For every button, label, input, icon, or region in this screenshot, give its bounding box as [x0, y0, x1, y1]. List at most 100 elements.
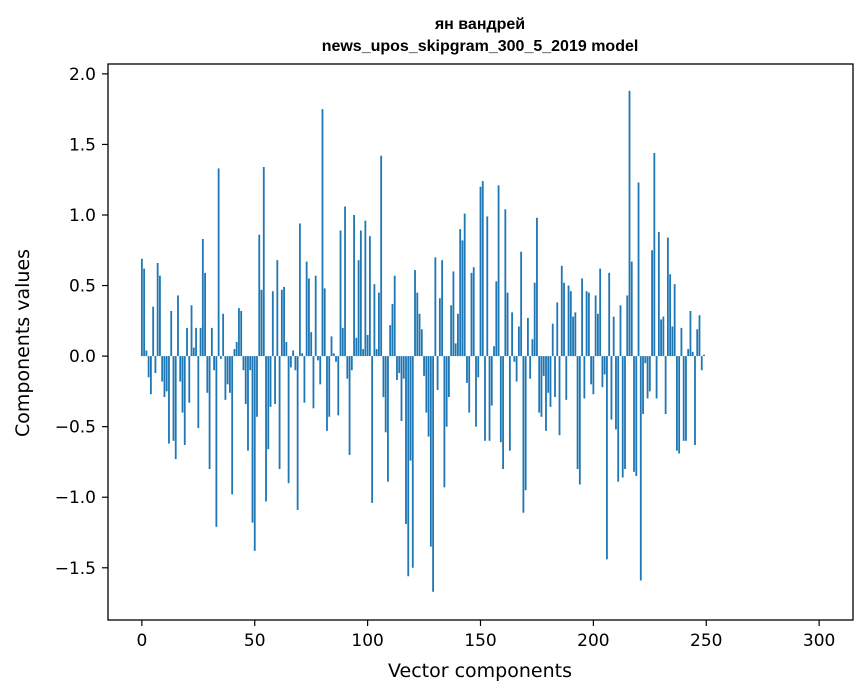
bar: [581, 278, 583, 357]
bar: [432, 356, 434, 592]
bar: [666, 237, 669, 357]
bar: [265, 356, 267, 502]
bar: [319, 356, 322, 385]
bar: [547, 356, 550, 393]
bar: [499, 356, 502, 443]
x-tick-label: 300: [803, 631, 835, 651]
bar: [210, 327, 213, 357]
bar: [328, 356, 331, 417]
bar: [188, 356, 191, 403]
bar: [346, 356, 349, 379]
bar: [685, 356, 687, 441]
bar: [569, 291, 572, 357]
bar: [572, 316, 574, 357]
bar: [639, 356, 642, 581]
bar: [542, 356, 545, 376]
bar: [594, 295, 597, 357]
bar: [689, 310, 692, 357]
bar: [423, 356, 425, 376]
bar: [260, 289, 263, 357]
bar: [253, 356, 256, 551]
x-tick-label: 150: [464, 631, 496, 651]
bar: [680, 327, 683, 357]
bar: [147, 356, 150, 378]
bar: [149, 356, 152, 395]
bar: [224, 356, 227, 400]
x-tick-label: 50: [244, 631, 266, 651]
bar: [312, 356, 315, 409]
bar: [226, 356, 229, 385]
bar: [256, 356, 258, 417]
y-tick-label: 2.0: [69, 65, 96, 85]
bar: [585, 291, 588, 357]
bar: [628, 90, 631, 357]
y-tick-label: −1.5: [55, 559, 96, 579]
bar: [368, 236, 371, 357]
bar: [145, 350, 148, 357]
bar: [156, 262, 159, 357]
bar: [405, 356, 407, 525]
bar: [242, 356, 245, 371]
bar: [682, 356, 685, 441]
bar: [287, 356, 290, 484]
bar: [438, 298, 441, 357]
bar: [481, 181, 484, 357]
bar: [563, 282, 565, 357]
bar: [335, 356, 337, 362]
bar: [599, 268, 602, 357]
bar: [445, 356, 448, 427]
bar: [447, 356, 450, 398]
bar: [308, 278, 310, 357]
bar: [249, 356, 252, 371]
bar: [285, 342, 288, 357]
bar: [165, 356, 168, 392]
bar: [244, 356, 247, 405]
bar: [278, 356, 281, 469]
bar: [592, 356, 595, 395]
bar: [301, 353, 304, 357]
bar: [441, 260, 444, 357]
bar: [181, 356, 184, 413]
bar: [393, 275, 396, 357]
bar: [576, 356, 579, 469]
bar: [378, 292, 380, 357]
bar: [168, 356, 170, 444]
bar: [321, 109, 324, 357]
bar: [630, 261, 633, 357]
bar: [195, 327, 197, 357]
bar: [384, 356, 387, 433]
bar: [310, 332, 313, 357]
bar: [298, 223, 301, 357]
bar: [624, 356, 626, 469]
bar: [355, 337, 358, 357]
bar: [192, 347, 195, 357]
bar: [222, 313, 225, 357]
bar: [274, 356, 276, 405]
bar: [671, 326, 674, 357]
bar: [303, 356, 306, 403]
bars-group: [140, 90, 705, 592]
bar: [606, 356, 608, 560]
bar: [662, 316, 665, 357]
bar: [251, 356, 254, 523]
bar: [583, 356, 586, 399]
bar: [655, 356, 658, 399]
bar: [436, 356, 439, 390]
bar: [407, 356, 410, 577]
bar: [183, 356, 186, 446]
bar: [359, 230, 362, 357]
bar: [700, 356, 703, 371]
bar: [152, 306, 155, 357]
bar: [159, 275, 161, 357]
bar: [387, 356, 389, 482]
bar: [651, 250, 653, 357]
bar: [190, 305, 193, 357]
bar: [504, 209, 507, 357]
bar: [452, 271, 455, 357]
bar: [502, 356, 504, 469]
bar: [646, 356, 649, 399]
y-tick-label: −0.5: [55, 418, 96, 438]
bar: [314, 275, 317, 357]
bar: [391, 303, 394, 357]
bar: [276, 260, 279, 357]
